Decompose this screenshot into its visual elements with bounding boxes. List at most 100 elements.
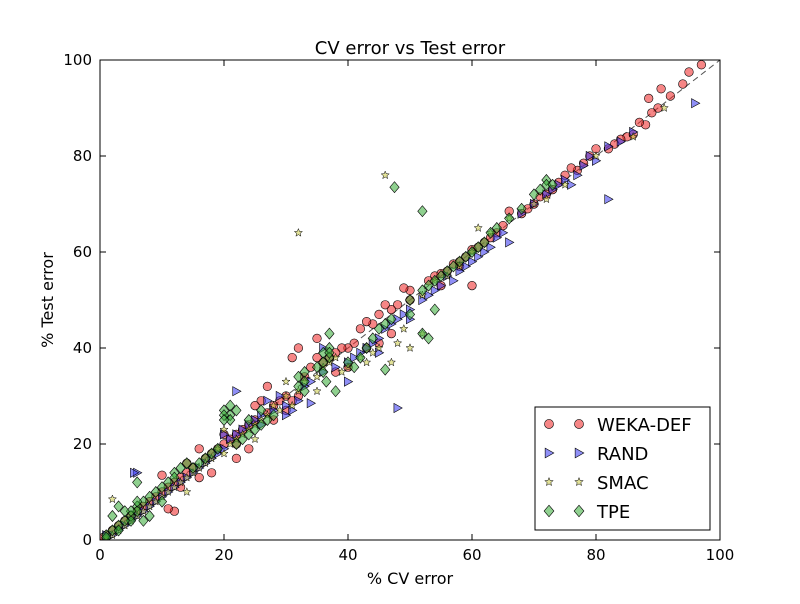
data-point-weka-def <box>386 329 397 339</box>
data-point-tpe <box>101 531 112 540</box>
legend-marker-weka-def <box>544 419 554 429</box>
data-point-smac <box>386 357 397 367</box>
data-point-tpe <box>268 409 279 422</box>
data-point-smac <box>374 343 384 352</box>
data-point-weka-def <box>244 444 254 454</box>
data-point-tpe <box>466 246 478 258</box>
x-tick-label: 100 <box>706 546 735 564</box>
data-point-rand <box>306 398 317 409</box>
data-point-tpe <box>485 226 496 239</box>
data-point-weka-def <box>467 281 477 291</box>
data-point-rand <box>492 232 503 243</box>
data-point-weka-def <box>656 84 666 94</box>
data-point-smac <box>268 400 279 410</box>
data-point-tpe <box>144 510 155 522</box>
data-point-tpe <box>212 442 223 455</box>
x-axis-label: % CV error <box>367 569 454 588</box>
data-point-tpe <box>429 303 440 316</box>
data-point-rand <box>263 395 273 406</box>
legend-label-smac: SMAC <box>597 473 649 494</box>
legend-marker-smac <box>574 476 584 487</box>
data-point-weka-def <box>678 79 688 89</box>
data-point-tpe <box>491 222 502 234</box>
data-point-weka-def <box>163 504 173 514</box>
legend-box <box>534 406 711 531</box>
data-point-tpe <box>349 361 360 374</box>
axes-frame <box>99 59 721 541</box>
data-point-tpe <box>324 346 335 359</box>
y-tick-label: 40 <box>73 339 92 357</box>
data-point-tpe <box>318 366 329 378</box>
data-point-tpe <box>380 318 391 330</box>
legend-marker-rand <box>544 447 555 459</box>
data-point-tpe <box>389 181 400 194</box>
data-point-rand <box>430 285 441 296</box>
data-point-rand <box>604 141 614 152</box>
x-tick-label: 20 <box>214 546 233 564</box>
data-point-tpe <box>262 414 273 426</box>
data-point-tpe <box>423 332 434 345</box>
data-point-tpe <box>373 322 385 335</box>
data-point-tpe <box>200 452 211 465</box>
data-point-smac <box>250 434 260 444</box>
data-point-tpe <box>504 212 515 225</box>
data-point-tpe <box>528 188 540 201</box>
data-point-tpe <box>144 490 155 503</box>
data-point-weka-def <box>337 343 347 353</box>
y-axis-label: % Test error <box>38 252 57 348</box>
data-point-smac <box>175 477 186 487</box>
data-point-weka-def <box>684 67 694 77</box>
data-point-rand <box>437 280 447 291</box>
data-point-weka-def <box>207 468 217 478</box>
data-point-weka-def <box>250 401 260 411</box>
data-point-tpe <box>218 414 230 426</box>
legend-marker-weka-def <box>574 419 584 429</box>
legend-marker-rand <box>574 447 585 459</box>
data-point-rand <box>282 410 292 421</box>
data-point-weka-def <box>362 317 372 327</box>
data-point-smac <box>169 482 180 492</box>
data-point-tpe <box>119 505 130 518</box>
data-point-smac <box>312 386 322 396</box>
legend-label-tpe: TPE <box>596 502 630 523</box>
data-point-smac <box>368 347 378 357</box>
data-point-tpe <box>107 510 118 522</box>
data-point-weka-def <box>665 91 676 101</box>
data-point-tpe <box>404 294 416 306</box>
data-point-tpe <box>163 476 174 489</box>
x-tick-label: 80 <box>586 546 605 564</box>
x-tick-label: 40 <box>338 546 357 564</box>
data-point-tpe <box>479 236 490 249</box>
data-point-rand <box>282 400 292 411</box>
data-point-rand <box>275 390 286 402</box>
y-tick-label: 80 <box>73 147 92 165</box>
data-point-weka-def <box>194 473 204 483</box>
data-point-rand <box>604 194 614 205</box>
data-point-smac <box>275 405 285 415</box>
data-point-rand <box>130 467 140 478</box>
data-point-rand <box>480 246 490 258</box>
data-point-tpe <box>138 514 149 527</box>
data-point-tpe <box>367 332 378 345</box>
data-point-weka-def <box>287 353 297 363</box>
data-point-rand <box>616 136 627 147</box>
data-point-tpe <box>535 183 546 196</box>
legend-marker-tpe <box>543 504 555 518</box>
data-point-tpe <box>404 308 416 321</box>
data-point-tpe <box>256 418 267 431</box>
data-point-rand <box>294 395 304 406</box>
y-tick-label: 60 <box>73 243 92 261</box>
data-point-tpe <box>132 495 143 508</box>
y-tick-label: 0 <box>82 531 92 549</box>
data-point-smac <box>219 424 229 434</box>
data-point-weka-def <box>355 324 366 334</box>
data-point-tpe <box>454 255 465 268</box>
data-point-tpe <box>156 481 168 494</box>
data-point-tpe <box>243 428 254 441</box>
y-tick-label: 100 <box>63 51 92 69</box>
data-point-smac <box>591 151 601 160</box>
legend-label-rand: RAND <box>597 444 648 465</box>
data-point-rand <box>474 251 484 262</box>
data-point-tpe <box>330 385 341 398</box>
